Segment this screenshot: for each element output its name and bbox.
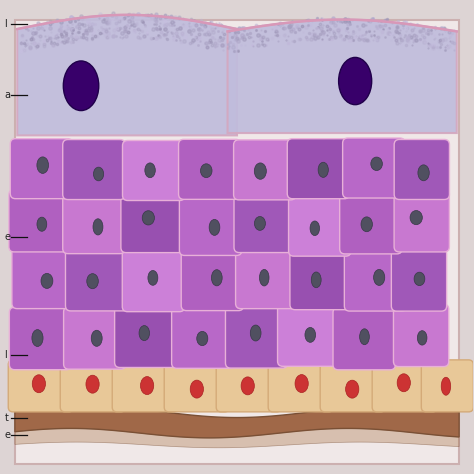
FancyBboxPatch shape bbox=[320, 360, 385, 412]
Ellipse shape bbox=[142, 211, 155, 225]
Ellipse shape bbox=[64, 61, 99, 110]
Ellipse shape bbox=[148, 271, 158, 285]
Ellipse shape bbox=[145, 163, 155, 178]
FancyBboxPatch shape bbox=[340, 191, 402, 254]
FancyBboxPatch shape bbox=[65, 248, 128, 311]
FancyBboxPatch shape bbox=[333, 308, 395, 370]
Ellipse shape bbox=[360, 329, 369, 345]
FancyBboxPatch shape bbox=[372, 360, 438, 412]
FancyBboxPatch shape bbox=[60, 360, 126, 412]
FancyBboxPatch shape bbox=[421, 360, 474, 412]
Ellipse shape bbox=[305, 328, 316, 342]
FancyBboxPatch shape bbox=[112, 360, 177, 412]
Text: e: e bbox=[4, 429, 10, 439]
FancyBboxPatch shape bbox=[392, 249, 447, 311]
FancyBboxPatch shape bbox=[289, 194, 351, 256]
Ellipse shape bbox=[139, 326, 149, 341]
Ellipse shape bbox=[37, 157, 48, 173]
Ellipse shape bbox=[441, 377, 451, 395]
Ellipse shape bbox=[93, 167, 104, 181]
FancyBboxPatch shape bbox=[115, 305, 177, 367]
FancyBboxPatch shape bbox=[172, 306, 234, 368]
Ellipse shape bbox=[209, 219, 220, 236]
FancyBboxPatch shape bbox=[64, 307, 126, 369]
FancyBboxPatch shape bbox=[181, 248, 244, 310]
FancyBboxPatch shape bbox=[9, 190, 71, 252]
FancyBboxPatch shape bbox=[121, 190, 183, 253]
FancyBboxPatch shape bbox=[10, 139, 73, 199]
Text: e: e bbox=[4, 232, 10, 242]
FancyBboxPatch shape bbox=[236, 246, 298, 309]
Ellipse shape bbox=[310, 221, 319, 236]
FancyBboxPatch shape bbox=[343, 138, 405, 198]
Ellipse shape bbox=[32, 329, 43, 346]
FancyBboxPatch shape bbox=[179, 193, 242, 255]
Ellipse shape bbox=[241, 377, 255, 395]
Text: a: a bbox=[4, 90, 10, 100]
Ellipse shape bbox=[346, 380, 359, 398]
FancyBboxPatch shape bbox=[179, 139, 241, 200]
FancyBboxPatch shape bbox=[344, 249, 407, 311]
Text: l: l bbox=[4, 19, 7, 29]
Text: l: l bbox=[4, 350, 7, 360]
Ellipse shape bbox=[417, 331, 427, 345]
Ellipse shape bbox=[41, 273, 53, 288]
Ellipse shape bbox=[37, 217, 47, 231]
Ellipse shape bbox=[250, 325, 261, 341]
FancyBboxPatch shape bbox=[122, 140, 185, 201]
FancyBboxPatch shape bbox=[394, 139, 449, 200]
Ellipse shape bbox=[361, 217, 373, 232]
FancyBboxPatch shape bbox=[216, 360, 282, 412]
Ellipse shape bbox=[259, 269, 269, 286]
Ellipse shape bbox=[254, 163, 266, 179]
Text: t: t bbox=[4, 412, 9, 422]
Ellipse shape bbox=[87, 273, 98, 289]
FancyBboxPatch shape bbox=[226, 306, 288, 368]
Polygon shape bbox=[17, 15, 237, 136]
FancyBboxPatch shape bbox=[63, 191, 125, 254]
Ellipse shape bbox=[374, 269, 385, 285]
Ellipse shape bbox=[140, 377, 154, 394]
Polygon shape bbox=[15, 428, 459, 448]
FancyBboxPatch shape bbox=[268, 360, 333, 412]
Ellipse shape bbox=[190, 380, 203, 398]
Ellipse shape bbox=[91, 330, 102, 346]
Ellipse shape bbox=[338, 57, 372, 105]
Polygon shape bbox=[228, 19, 457, 133]
Ellipse shape bbox=[32, 375, 46, 393]
FancyBboxPatch shape bbox=[234, 140, 296, 200]
Ellipse shape bbox=[93, 219, 103, 235]
Ellipse shape bbox=[86, 375, 99, 393]
Ellipse shape bbox=[418, 165, 429, 181]
FancyBboxPatch shape bbox=[393, 304, 449, 366]
Ellipse shape bbox=[414, 272, 425, 286]
FancyBboxPatch shape bbox=[122, 249, 185, 312]
Ellipse shape bbox=[211, 270, 222, 286]
Ellipse shape bbox=[318, 162, 328, 177]
Ellipse shape bbox=[397, 374, 410, 392]
FancyBboxPatch shape bbox=[394, 190, 449, 252]
Ellipse shape bbox=[295, 374, 308, 392]
Ellipse shape bbox=[197, 331, 208, 346]
FancyBboxPatch shape bbox=[234, 190, 296, 253]
Ellipse shape bbox=[371, 157, 383, 171]
FancyBboxPatch shape bbox=[12, 246, 74, 309]
FancyBboxPatch shape bbox=[15, 19, 459, 464]
FancyBboxPatch shape bbox=[290, 247, 352, 310]
Ellipse shape bbox=[410, 210, 422, 225]
FancyBboxPatch shape bbox=[8, 360, 73, 412]
Ellipse shape bbox=[201, 164, 212, 178]
Ellipse shape bbox=[311, 272, 321, 288]
FancyBboxPatch shape bbox=[287, 139, 350, 199]
Ellipse shape bbox=[255, 217, 265, 230]
FancyBboxPatch shape bbox=[9, 307, 72, 370]
FancyBboxPatch shape bbox=[164, 360, 229, 412]
FancyBboxPatch shape bbox=[63, 139, 125, 200]
FancyBboxPatch shape bbox=[278, 304, 340, 366]
Polygon shape bbox=[15, 406, 459, 438]
